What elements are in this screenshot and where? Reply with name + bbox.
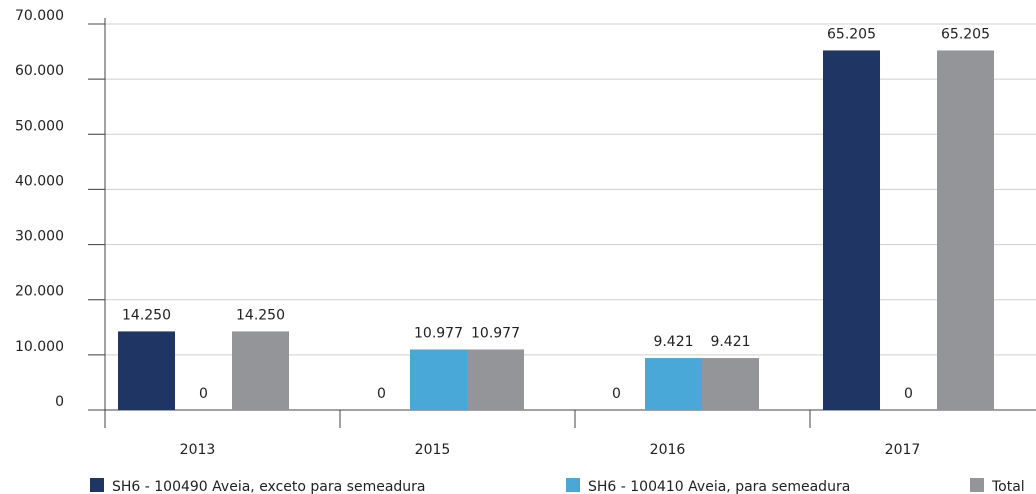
y-tick-label: 70.000 [15,8,64,24]
y-tick-label: 30.000 [15,229,64,245]
y-tick-label: 60.000 [15,63,64,79]
legend-swatch [566,478,580,492]
legend-swatch [970,478,984,492]
x-tick-label: 2015 [415,442,451,458]
x-tick-label: 2016 [650,442,686,458]
bar [645,358,702,410]
bar [410,349,467,410]
value-label: 0 [199,386,208,402]
value-label: 9.421 [653,334,693,350]
bar [467,349,524,410]
legend-label: SH6 - 100490 Aveia, exceto para semeadur… [112,479,426,494]
y-tick-label: 40.000 [15,173,64,189]
bar [118,331,175,410]
y-tick-label: 0 [55,394,64,410]
value-label: 10.977 [471,325,520,341]
bar [232,331,289,410]
value-label: 9.421 [710,334,750,350]
legend-label: SH6 - 100410 Aveia, para semeadura [588,479,850,494]
legend-swatch [90,478,104,492]
value-label: 14.250 [122,307,171,323]
value-label: 10.977 [414,325,463,341]
x-tick-label: 2017 [885,442,921,458]
x-tick-label: 2013 [180,442,216,458]
value-label: 65.205 [941,26,990,42]
y-tick-label: 50.000 [15,118,64,134]
value-label: 14.250 [236,307,285,323]
bar [937,50,994,410]
y-tick-label: 10.000 [15,339,64,355]
value-label: 65.205 [827,26,876,42]
y-tick-label: 20.000 [15,284,64,300]
legend-label: Total [991,479,1025,494]
value-label: 0 [377,386,386,402]
bar [823,50,880,410]
value-label: 0 [904,386,913,402]
value-label: 0 [612,386,621,402]
bar [702,358,759,410]
